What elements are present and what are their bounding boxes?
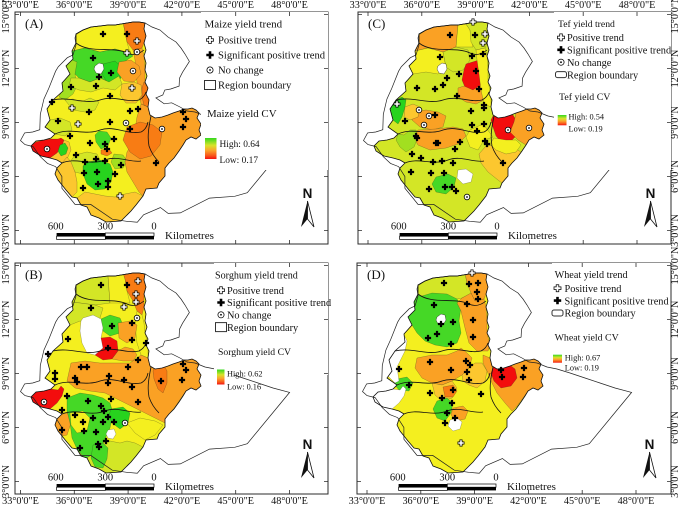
- svg-text:48°0'0"E: 48°0'0"E: [271, 496, 308, 507]
- svg-text:33°0'0"E: 33°0'0"E: [2, 496, 39, 507]
- svg-text:Maize yield CV: Maize yield CV: [207, 108, 277, 120]
- svg-text:45°0'0"E: 45°0'0"E: [564, 496, 601, 507]
- svg-text:36°0'0"E: 36°0'0"E: [403, 0, 440, 11]
- svg-text:High: 0.64: High: 0.64: [220, 140, 260, 150]
- svg-text:33°0'0"E: 33°0'0"E: [2, 0, 39, 11]
- svg-text:600: 600: [48, 473, 64, 484]
- svg-text:300: 300: [97, 222, 113, 233]
- svg-text:9°0'0"N: 9°0'0"N: [670, 106, 681, 139]
- svg-text:3°0'0"N: 3°0'0"N: [670, 214, 681, 247]
- svg-text:N: N: [303, 437, 313, 452]
- svg-text:6°0'0"N: 6°0'0"N: [1, 411, 12, 444]
- svg-text:High: 0.54: High: 0.54: [569, 113, 605, 122]
- svg-text:15°0'0"N: 15°0'0"N: [1, 246, 12, 284]
- svg-text:3°0'0"N: 3°0'0"N: [1, 465, 12, 498]
- svg-text:300: 300: [97, 473, 113, 484]
- svg-text:36°0'0"E: 36°0'0"E: [56, 496, 93, 507]
- svg-text:Wheat yield trend: Wheat yield trend: [555, 270, 628, 281]
- svg-text:45°0'0"E: 45°0'0"E: [217, 496, 254, 507]
- svg-text:42°0'0"E: 42°0'0"E: [511, 0, 548, 11]
- svg-text:No change: No change: [218, 66, 264, 77]
- svg-text:Positive trend: Positive trend: [227, 286, 285, 297]
- svg-text:33°0'0"E: 33°0'0"E: [349, 496, 386, 507]
- svg-text:42°0'0"E: 42°0'0"E: [164, 0, 201, 11]
- svg-text:12°0'0"N: 12°0'0"N: [1, 49, 12, 87]
- svg-text:9°0'0"N: 9°0'0"N: [1, 357, 12, 390]
- svg-text:Region boundary: Region boundary: [565, 309, 637, 320]
- svg-text:N: N: [646, 186, 656, 201]
- svg-text:6°0'0"N: 6°0'0"N: [1, 160, 12, 193]
- svg-text:Sorghum yield trend: Sorghum yield trend: [215, 271, 298, 282]
- svg-text:6°0'0"N: 6°0'0"N: [670, 160, 681, 193]
- svg-text:12°0'0"N: 12°0'0"N: [670, 300, 681, 338]
- svg-text:Low: 0.16: Low: 0.16: [227, 383, 261, 392]
- svg-text:42°0'0"E: 42°0'0"E: [510, 496, 547, 507]
- svg-text:Tef yield CV: Tef yield CV: [559, 92, 611, 103]
- svg-text:48°0'0"E: 48°0'0"E: [271, 0, 308, 11]
- svg-text:Low: 0.17: Low: 0.17: [220, 156, 259, 166]
- svg-text:9°0'0"N: 9°0'0"N: [670, 357, 681, 390]
- svg-text:Region boundary: Region boundary: [227, 323, 299, 334]
- svg-text:42°0'0"E: 42°0'0"E: [164, 496, 201, 507]
- svg-text:48°0'0"E: 48°0'0"E: [619, 0, 656, 11]
- svg-text:48°0'0"E: 48°0'0"E: [618, 496, 655, 507]
- svg-text:12°0'0"N: 12°0'0"N: [1, 300, 12, 338]
- svg-text:600: 600: [391, 222, 407, 233]
- svg-text:N: N: [303, 186, 313, 201]
- svg-text:39°0'0"E: 39°0'0"E: [110, 0, 147, 11]
- svg-text:Wheat yield CV: Wheat yield CV: [555, 333, 620, 344]
- svg-text:600: 600: [390, 473, 406, 484]
- svg-text:12°0'0"N: 12°0'0"N: [670, 49, 681, 87]
- svg-text:High: 0.62: High: 0.62: [227, 370, 263, 379]
- svg-text:High: 0.67: High: 0.67: [565, 354, 601, 363]
- svg-text:Significant positive trend: Significant positive trend: [567, 46, 672, 57]
- svg-text:Positive trend: Positive trend: [218, 36, 277, 47]
- svg-text:(B): (B): [25, 267, 42, 282]
- svg-text:39°0'0"E: 39°0'0"E: [456, 496, 493, 507]
- svg-text:(C): (C): [368, 16, 385, 31]
- svg-text:45°0'0"E: 45°0'0"E: [217, 0, 254, 11]
- svg-text:No change: No change: [227, 311, 272, 322]
- svg-text:Kilometres: Kilometres: [165, 481, 214, 493]
- svg-text:39°0'0"E: 39°0'0"E: [110, 496, 147, 507]
- svg-text:6°0'0"N: 6°0'0"N: [670, 411, 681, 444]
- svg-text:Tef yield trend: Tef yield trend: [558, 19, 615, 30]
- svg-text:Region boundary: Region boundary: [567, 70, 639, 81]
- svg-text:Positive trend: Positive trend: [567, 33, 625, 44]
- svg-text:9°0'0"N: 9°0'0"N: [1, 106, 12, 139]
- svg-text:N: N: [645, 437, 655, 452]
- svg-text:Sorghum yield CV: Sorghum yield CV: [218, 347, 291, 358]
- svg-text:Maize yield trend: Maize yield trend: [205, 19, 283, 31]
- svg-text:15°0'0"N: 15°0'0"N: [670, 0, 681, 33]
- svg-text:Region boundary: Region boundary: [218, 81, 292, 92]
- svg-text:36°0'0"E: 36°0'0"E: [402, 496, 439, 507]
- svg-text:15°0'0"N: 15°0'0"N: [670, 246, 681, 284]
- svg-text:Significant positive trend: Significant positive trend: [218, 51, 326, 62]
- svg-text:Positive trend: Positive trend: [565, 284, 623, 295]
- svg-text:(A): (A): [25, 16, 43, 31]
- svg-text:39°0'0"E: 39°0'0"E: [457, 0, 494, 11]
- svg-text:Kilometres: Kilometres: [508, 230, 557, 242]
- svg-text:Low: 0.19: Low: 0.19: [569, 125, 603, 134]
- svg-text:Kilometres: Kilometres: [507, 481, 556, 493]
- svg-text:Low: 0.19: Low: 0.19: [565, 363, 599, 372]
- svg-text:0: 0: [151, 222, 156, 233]
- svg-text:(D): (D): [367, 267, 385, 282]
- svg-text:0: 0: [151, 473, 156, 484]
- svg-text:600: 600: [48, 222, 64, 233]
- svg-text:33°0'0"E: 33°0'0"E: [350, 0, 387, 11]
- svg-text:15°0'0"N: 15°0'0"N: [1, 0, 12, 33]
- svg-text:Kilometres: Kilometres: [165, 230, 214, 242]
- svg-text:Significant positive trend: Significant positive trend: [565, 296, 670, 307]
- svg-text:0: 0: [494, 222, 499, 233]
- svg-text:3°0'0"N: 3°0'0"N: [670, 465, 681, 498]
- svg-text:45°0'0"E: 45°0'0"E: [565, 0, 602, 11]
- svg-text:36°0'0"E: 36°0'0"E: [56, 0, 93, 11]
- svg-text:Significant positive trend: Significant positive trend: [227, 298, 332, 309]
- svg-text:300: 300: [439, 473, 455, 484]
- svg-text:3°0'0"N: 3°0'0"N: [1, 214, 12, 247]
- svg-text:No change: No change: [567, 58, 612, 69]
- svg-text:300: 300: [440, 222, 456, 233]
- svg-text:0: 0: [493, 473, 498, 484]
